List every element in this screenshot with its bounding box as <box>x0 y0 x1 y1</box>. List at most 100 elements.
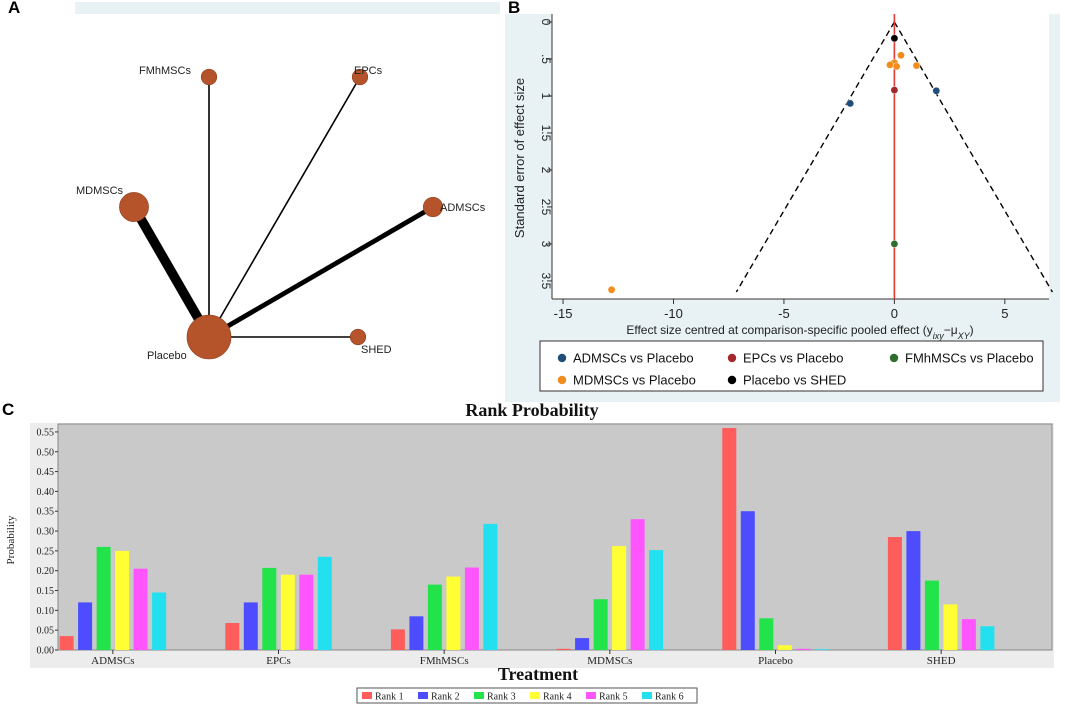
node-label-fmhmscs: FMhMSCs <box>139 65 191 77</box>
bar-placebo-rank-1 <box>722 428 737 650</box>
rank-legend-label-rank-1: Rank 1 <box>375 692 404 703</box>
rank-y-tick-label-1: 0.05 <box>37 626 55 637</box>
node-mdmscs <box>119 192 149 222</box>
x-axis-title-part-3: XY <box>957 331 971 341</box>
bar-fmhmscs-rank-2 <box>409 616 424 650</box>
bar-epcs-rank-2 <box>243 602 258 650</box>
bar-fmhmscs-rank-6 <box>483 523 498 650</box>
bar-mdmscs-rank-3 <box>593 599 608 650</box>
panel-label-a: A <box>8 0 21 17</box>
x-axis-title-part-2: −μ <box>944 323 958 337</box>
rank-y-tick-label-3: 0.15 <box>37 586 55 597</box>
bar-mdmscs-rank-1 <box>556 648 571 650</box>
x-tick-label-0: -15 <box>554 306 573 321</box>
rank-category-label-admscs: ADMSCs <box>91 655 134 667</box>
funnel-plot: 0 .5 1 1.5 2 2.5 3 3.5 Standard error of effect … <box>505 14 1060 402</box>
bar-admscs-rank-1 <box>59 636 74 650</box>
bar-mdmscs-rank-5 <box>630 519 645 650</box>
legend-label-placebo-vs-shed: Placebo vs SHED <box>743 373 846 388</box>
y-tick-label-2: 1 <box>539 93 553 100</box>
legend-label-epcs-vs-placebo: EPCs vs Placebo <box>743 351 843 366</box>
bar-shed-rank-4 <box>943 604 958 650</box>
node-label-shed: SHED <box>361 344 392 356</box>
rank-y-axis-title: Probability <box>5 515 17 564</box>
rank-category-label-epcs: EPCs <box>266 655 290 667</box>
node-fmhmscs <box>200 68 218 86</box>
bar-mdmscs-rank-4 <box>612 546 627 650</box>
y-tick-label-4: 2 <box>539 167 553 174</box>
node-epcs <box>351 68 369 86</box>
bar-admscs-rank-6 <box>152 592 167 650</box>
rank-y-tick-label-8: 0.40 <box>37 487 55 498</box>
point-fmhmscs-vs-placebo-0 <box>890 240 899 248</box>
node-admscs <box>422 197 443 218</box>
rank-chart-title: Rank Probability <box>465 400 598 420</box>
rank-x-axis-title: Treatment <box>498 664 578 684</box>
bar-mdmscs-rank-2 <box>575 638 590 650</box>
rank-probability-chart: Rank Probability 0.00 0.05 0.10 0.15 0.20 0.25… <box>5 400 1054 704</box>
bar-shed-rank-6 <box>980 626 995 650</box>
network-header-strip <box>75 2 500 14</box>
bar-shed-rank-5 <box>961 619 976 650</box>
rank-category-label-mdmscs: MDMSCs <box>587 655 632 667</box>
bar-admscs-rank-3 <box>96 546 111 650</box>
legend-label-fmhmscs-vs-placebo: FMhMSCs vs Placebo <box>905 351 1034 366</box>
rank-y-tick-label-7: 0.35 <box>37 507 55 518</box>
y-tick-label-3: 1.5 <box>539 125 553 142</box>
legend-marker-fmhmscs-vs-placebo <box>889 353 899 363</box>
y-axis-title: Standard error of effect size <box>512 78 527 238</box>
point-epcs-vs-placebo-0 <box>890 86 899 94</box>
x-tick-label-2: -5 <box>778 306 790 321</box>
bar-fmhmscs-rank-3 <box>427 584 442 650</box>
node-shed <box>349 328 367 346</box>
legend-marker-admscs-vs-placebo <box>557 353 567 363</box>
point-placebo-vs-shed-0 <box>890 34 899 43</box>
edge-placebo-epcs <box>208 76 361 338</box>
legend-marker-placebo-vs-shed <box>727 375 737 385</box>
point-mdmscs-vs-placebo-4 <box>892 62 901 71</box>
rank-legend-label-rank-5: Rank 5 <box>599 692 628 703</box>
rank-y-tick-label-11: 0.55 <box>37 427 55 438</box>
y-tick-label-0: 0 <box>539 19 553 26</box>
bar-fmhmscs-rank-1 <box>390 629 405 650</box>
edge-placebo-admscs <box>207 204 435 340</box>
rank-legend-box <box>356 687 698 704</box>
rank-y-tick-label-10: 0.50 <box>37 447 55 458</box>
x-axis-title-part-4: ) <box>970 323 974 337</box>
rank-legend-swatch-rank-4 <box>530 692 540 699</box>
bar-fmhmscs-rank-5 <box>464 567 479 650</box>
y-tick-label-5: 2.5 <box>539 199 553 216</box>
point-mdmscs-vs-placebo-1 <box>897 51 905 60</box>
bar-admscs-rank-5 <box>133 568 148 650</box>
rank-legend-swatch-rank-5 <box>586 692 596 699</box>
node-placebo <box>186 314 232 360</box>
panel-label-c: C <box>2 400 15 419</box>
network-plot: FMhMSCs EPCs MDMSCs ADMSCs Placebo SHED <box>75 2 500 362</box>
rank-legend-label-rank-4: Rank 4 <box>543 692 572 703</box>
funnel-left-boundary <box>735 21 895 293</box>
point-admscs-vs-placebo-0 <box>846 99 855 108</box>
rank-legend-swatch-rank-2 <box>418 692 428 699</box>
node-label-admscs: ADMSCs <box>440 202 486 214</box>
rank-plot-area <box>57 423 1053 651</box>
rank-y-tick-label-4: 0.20 <box>37 566 55 577</box>
y-tick-label-7: 3.5 <box>539 273 553 290</box>
x-tick-label-4: 5 <box>1001 306 1008 321</box>
rank-legend-swatch-rank-3 <box>474 692 484 699</box>
bar-placebo-rank-3 <box>759 618 774 650</box>
legend-marker-epcs-vs-placebo <box>727 353 737 363</box>
bar-fmhmscs-rank-4 <box>446 576 461 650</box>
rank-legend-swatch-rank-6 <box>642 692 652 699</box>
rank-category-label-fmhmscs: FMhMSCs <box>420 655 469 667</box>
point-mdmscs-vs-placebo-3 <box>886 61 894 69</box>
rank-y-tick-label-9: 0.45 <box>37 467 55 478</box>
bar-epcs-rank-1 <box>225 623 240 650</box>
legend-label-admscs-vs-placebo: ADMSCs vs Placebo <box>573 351 694 366</box>
bar-admscs-rank-2 <box>78 602 93 650</box>
bar-admscs-rank-4 <box>115 550 130 650</box>
rank-legend-label-rank-3: Rank 3 <box>487 692 516 703</box>
y-tick-label-6: 3 <box>539 241 553 248</box>
edge-placebo-mdmscs <box>129 204 214 340</box>
bar-placebo-rank-2 <box>740 511 755 650</box>
